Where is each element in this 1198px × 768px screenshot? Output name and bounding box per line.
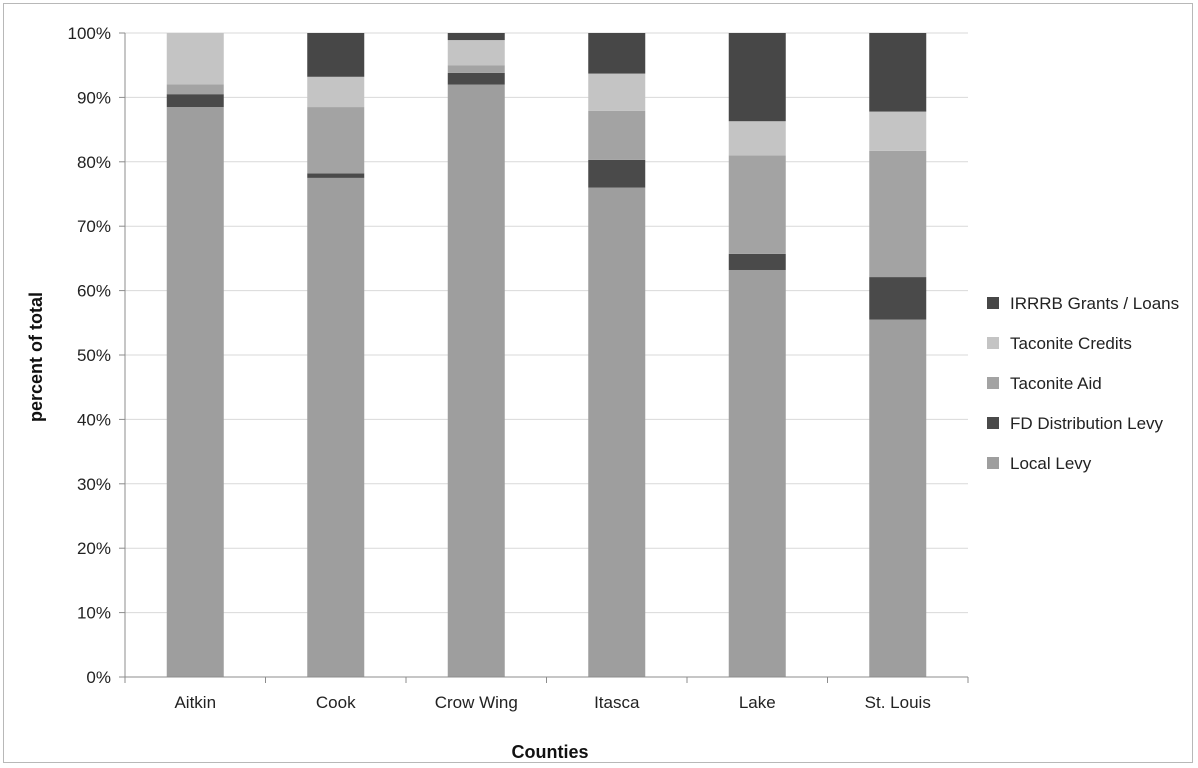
bar-segment bbox=[166, 84, 224, 95]
bar-segment bbox=[728, 33, 786, 122]
y-tick-label: 30% bbox=[77, 475, 111, 494]
y-tick-label: 10% bbox=[77, 604, 111, 623]
bar-segment bbox=[728, 155, 786, 254]
x-tick-label: Itasca bbox=[594, 693, 640, 712]
bar-segment bbox=[166, 94, 224, 108]
y-tick-label: 90% bbox=[77, 88, 111, 107]
y-tick-label: 70% bbox=[77, 217, 111, 236]
legend-swatch bbox=[987, 457, 999, 469]
legend-label: Taconite Credits bbox=[1010, 334, 1132, 353]
legend-label: IRRRB Grants / Loans bbox=[1010, 294, 1179, 313]
bar-segment bbox=[728, 269, 786, 677]
x-tick-label: Aitkin bbox=[174, 693, 216, 712]
legend: IRRRB Grants / Loans Taconite Credits Taco… bbox=[987, 294, 1179, 473]
bar-segment bbox=[447, 33, 505, 41]
legend-swatch bbox=[987, 297, 999, 309]
legend-swatch bbox=[987, 377, 999, 389]
bar-segment bbox=[307, 33, 365, 77]
bar-segment bbox=[447, 72, 505, 85]
legend-swatch bbox=[987, 337, 999, 349]
bar-segment bbox=[728, 121, 786, 156]
tick-labels: 0% 10% 20% 30% 40% 50% 60% 70% 80% 90% 100% Aitkin C… bbox=[68, 24, 931, 712]
y-axis-title: percent of total bbox=[26, 292, 46, 422]
bar-segment bbox=[166, 33, 224, 85]
x-tick-label: St. Louis bbox=[865, 693, 931, 712]
bar-segment bbox=[166, 107, 224, 677]
y-tick-label: 20% bbox=[77, 539, 111, 558]
bar-segment bbox=[728, 253, 786, 270]
bar-segment bbox=[307, 107, 365, 174]
bar-segment bbox=[869, 150, 927, 278]
bar-segment bbox=[447, 40, 505, 66]
bar-segment bbox=[307, 173, 365, 178]
chart-frame: 0% 10% 20% 30% 40% 50% 60% 70% 80% 90% 100% Aitkin C… bbox=[3, 3, 1193, 763]
bar-segment bbox=[307, 177, 365, 677]
bar-segment bbox=[588, 159, 646, 188]
legend-label: FD Distribution Levy bbox=[1010, 414, 1164, 433]
bar-segment bbox=[588, 33, 646, 74]
bar-segment bbox=[588, 187, 646, 677]
x-tick-label: Cook bbox=[316, 693, 356, 712]
x-tick-label: Crow Wing bbox=[435, 693, 518, 712]
x-axis-title: Counties bbox=[511, 742, 588, 762]
bar-segment bbox=[588, 110, 646, 160]
gridlines bbox=[125, 32, 968, 614]
bar-segment bbox=[307, 76, 365, 108]
y-tick-label: 100% bbox=[68, 24, 111, 43]
y-tick-label: 80% bbox=[77, 153, 111, 172]
bar-segment bbox=[869, 33, 927, 112]
bar-segment bbox=[869, 277, 927, 320]
legend-label: Taconite Aid bbox=[1010, 374, 1102, 393]
y-tick-label: 50% bbox=[77, 346, 111, 365]
stacked-bar-chart: 0% 10% 20% 30% 40% 50% 60% 70% 80% 90% 100% Aitkin C… bbox=[26, 24, 1179, 762]
bar-segment bbox=[869, 319, 927, 677]
legend-swatch bbox=[987, 417, 999, 429]
axes bbox=[119, 32, 969, 683]
y-tick-label: 40% bbox=[77, 410, 111, 429]
bar-segment bbox=[588, 73, 646, 111]
x-tick-label: Lake bbox=[739, 693, 776, 712]
bars bbox=[166, 33, 927, 677]
bar-segment bbox=[447, 84, 505, 677]
y-tick-label: 0% bbox=[86, 668, 111, 687]
legend-label: Local Levy bbox=[1010, 454, 1092, 473]
y-tick-label: 60% bbox=[77, 282, 111, 301]
bar-segment bbox=[869, 111, 927, 151]
bar-segment bbox=[447, 65, 505, 73]
